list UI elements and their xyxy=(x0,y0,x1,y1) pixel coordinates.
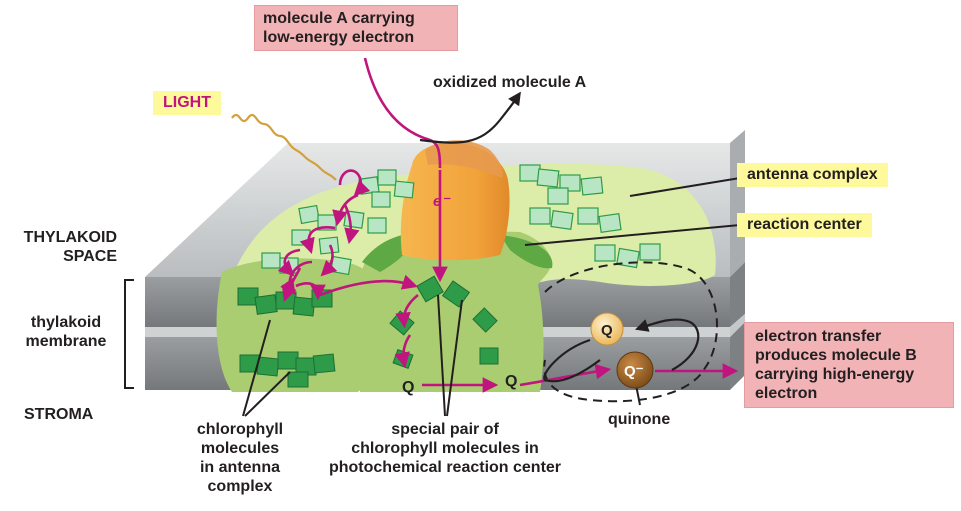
quinone-qminus-circle xyxy=(616,351,654,389)
stroma-label: STROMA xyxy=(24,406,94,423)
oxidized-molecule-label: oxidized molecule A xyxy=(433,74,587,91)
qminus-label: Q⁻ xyxy=(624,363,644,380)
molecule-a-label: molecule A carrying low-energy electron xyxy=(254,5,458,51)
thylakoid-membrane-label: thylakoid membrane xyxy=(25,314,107,350)
quinone-pool-outline xyxy=(543,261,718,403)
thylakoid-space-label: THYLAKOID SPACE xyxy=(23,229,117,265)
antenna-complex-label: antenna complex xyxy=(737,163,888,187)
leader-lines xyxy=(242,177,741,417)
quinone-q-circle xyxy=(590,312,624,346)
quinone-cycle-arrow-2 xyxy=(543,338,601,383)
quinone-cycle-arrow xyxy=(634,318,700,371)
quinone-label: quinone xyxy=(608,411,671,428)
light-wave xyxy=(231,113,337,181)
special-pair-label: special pair of chlorophyll molecules in… xyxy=(328,421,562,476)
molecule-a-protein xyxy=(400,140,510,261)
electron-symbol: e⁻ xyxy=(433,193,451,210)
q-label-1: Q xyxy=(402,379,414,396)
light-label: LIGHT xyxy=(153,91,221,115)
chlorophyll-antenna-label: chlorophyll molecules in antenna complex xyxy=(196,421,284,495)
q-label-2: Q xyxy=(505,373,517,390)
electron-transfer-label: electron transfer produces molecule B ca… xyxy=(744,322,954,408)
energy-transfer-arrows xyxy=(277,169,612,393)
antenna-chlorophyll-dark xyxy=(237,287,336,388)
q-label-circle: Q xyxy=(601,322,613,339)
electron-from-molecule-a xyxy=(363,57,442,169)
oxidized-arrow xyxy=(419,91,521,144)
membrane-bracket xyxy=(124,279,134,389)
reaction-center-label: reaction center xyxy=(737,213,872,237)
